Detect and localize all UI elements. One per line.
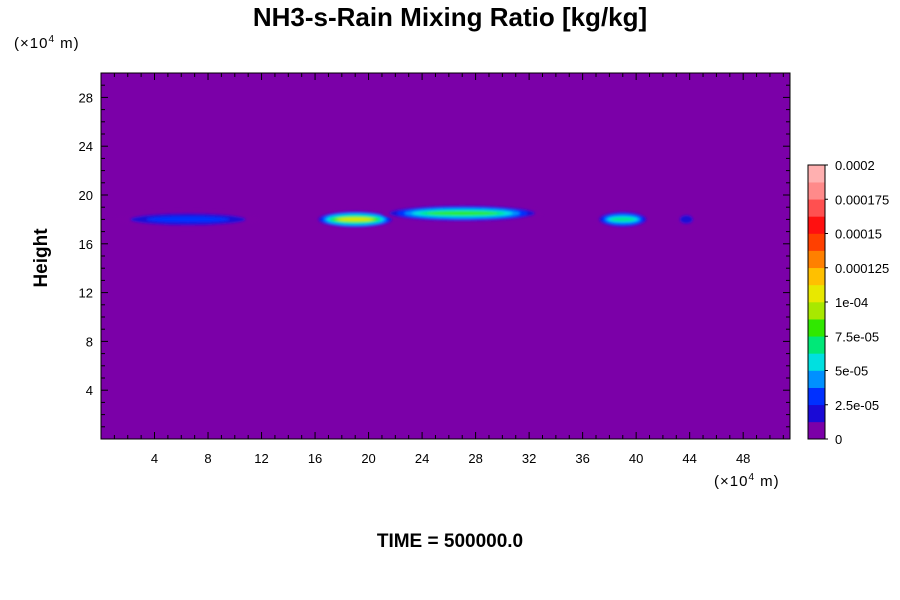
colorbar-label: 0.00015 (835, 227, 882, 242)
x-tick-label: 36 (575, 451, 589, 466)
x-tick-label: 44 (682, 451, 696, 466)
colorbar-swatch (808, 216, 825, 234)
colorbar-swatch (808, 387, 825, 406)
y-tick-label: 20 (79, 188, 93, 203)
colorbar-label: 0.0002 (835, 158, 875, 173)
colorbar-swatch (808, 182, 825, 200)
feature-2 (315, 210, 396, 229)
colorbar-swatch (808, 165, 825, 183)
colorbar-swatch (808, 353, 825, 371)
colorbar-swatch (808, 404, 825, 423)
feature-band (426, 211, 498, 215)
y-axis-unit: (×104 m) (14, 34, 80, 52)
colorbar-swatch (808, 250, 825, 269)
y-tick-label: 16 (79, 237, 93, 252)
y-tick-label: 8 (86, 334, 93, 349)
colorbar-label: 0.000125 (835, 261, 889, 276)
colorbar-label: 5e-05 (835, 364, 868, 379)
y-tick-label: 4 (86, 383, 93, 398)
chart-title: NH3-s-Rain Mixing Ratio [kg/kg] (252, 2, 648, 32)
x-tick-label: 24 (415, 451, 429, 466)
x-axis-unit: (×104 m) (714, 472, 780, 490)
colorbar-swatch (808, 233, 825, 251)
y-tick-label: 12 (79, 286, 93, 301)
x-tick-label: 12 (254, 451, 268, 466)
colorbar-swatch (808, 267, 825, 286)
x-tick-label: 20 (361, 451, 375, 466)
colorbar-swatch (808, 336, 825, 354)
colorbar: 0 2.5e-05 5e-05 7.5e-05 1e-04 0.000125 0.00015… (807, 158, 889, 447)
feature-band (679, 214, 694, 224)
data-features (114, 204, 697, 229)
y-axis-ticks: 4 8 12 16 20 24 28 (79, 84, 790, 428)
x-tick-label: 8 (204, 451, 211, 466)
x-axis-ticks: 4 8 12 16 20 24 28 32 36 40 44 48 (113, 73, 784, 466)
feature-band (146, 216, 230, 223)
x-tick-label: 16 (308, 451, 322, 466)
x-tick-label: 32 (522, 451, 536, 466)
feature-3 (381, 204, 543, 223)
colorbar-swatch (808, 302, 825, 320)
colorbar-label: 1e-04 (835, 295, 868, 310)
feature-1 (114, 210, 262, 229)
colorbar-label: 2.5e-05 (835, 398, 879, 413)
x-tick-label: 4 (151, 451, 158, 466)
plot-area (100, 72, 791, 440)
colorbar-label: 0 (835, 432, 842, 447)
colorbar-label: 0.000175 (835, 192, 889, 207)
feature-band (338, 217, 373, 221)
feature-band (610, 217, 636, 221)
y-tick-label: 28 (79, 90, 93, 105)
time-footer: TIME = 500000.0 (376, 531, 524, 552)
colorbar-swatch (808, 370, 825, 388)
colorbar-swatch (808, 319, 825, 337)
x-tick-label: 40 (629, 451, 643, 466)
colorbar-label: 7.5e-05 (835, 329, 879, 344)
colorbar-swatch (808, 421, 825, 440)
feature-5 (676, 210, 697, 229)
colorbar-swatch (808, 284, 825, 303)
x-tick-label: 48 (736, 451, 750, 466)
x-tick-label: 28 (468, 451, 482, 466)
colorbar-swatch (808, 199, 825, 217)
y-tick-label: 24 (79, 139, 93, 154)
feature-4 (596, 210, 650, 229)
